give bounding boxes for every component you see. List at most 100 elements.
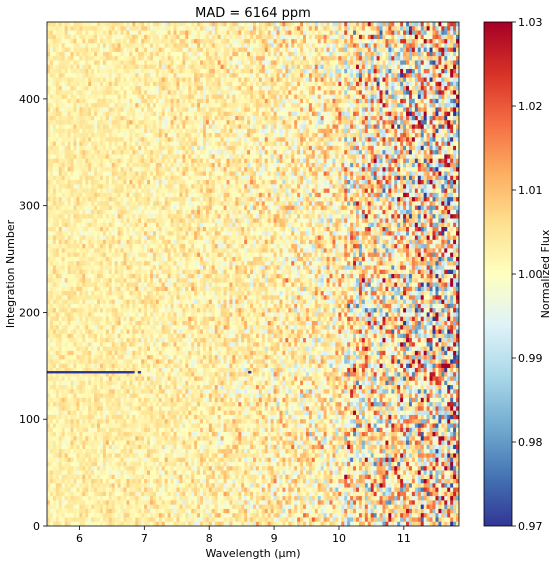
- heatmap-cell: [417, 107, 422, 113]
- heatmap-cell: [144, 22, 148, 27]
- heatmap-cell: [444, 120, 448, 125]
- heatmap-cell: [408, 154, 413, 160]
- heatmap-cell: [150, 154, 154, 160]
- heatmap-cell: [94, 120, 98, 125]
- heatmap-cell: [176, 39, 180, 44]
- heatmap-cell: [320, 158, 325, 164]
- heatmap-cell: [70, 56, 74, 61]
- heatmap-cell: [373, 133, 377, 138]
- heatmap-cell: [223, 98, 227, 104]
- heatmap-cell: [338, 39, 342, 44]
- heatmap-cell: [335, 107, 339, 113]
- heatmap-cell: [138, 39, 142, 44]
- heatmap-cell: [188, 128, 192, 134]
- heatmap-cell: [220, 51, 224, 57]
- heatmap-cell: [444, 90, 448, 96]
- heatmap-cell: [247, 86, 251, 91]
- heatmap-cell: [291, 34, 295, 40]
- heatmap-cell: [114, 115, 119, 121]
- heatmap-cell: [323, 107, 327, 113]
- heatmap-cell: [435, 39, 439, 44]
- heatmap-cell: [385, 154, 389, 160]
- heatmap-cell: [406, 51, 410, 57]
- heatmap-cell: [208, 43, 213, 49]
- heatmap-cell: [364, 26, 369, 31]
- heatmap-cell: [200, 162, 204, 168]
- heatmap-cell: [305, 167, 310, 172]
- heatmap-cell: [85, 30, 89, 36]
- heatmap-cell: [347, 56, 351, 61]
- heatmap-cell: [406, 39, 410, 44]
- heatmap-cell: [314, 51, 319, 57]
- heatmap-cell: [147, 77, 151, 83]
- heatmap-cell: [258, 154, 263, 160]
- heatmap-cell: [258, 103, 263, 108]
- heatmap-cell: [182, 81, 186, 87]
- heatmap-cell: [314, 34, 319, 40]
- heatmap-cell: [358, 94, 363, 100]
- heatmap-cell: [117, 68, 121, 74]
- heatmap-cell: [420, 98, 425, 104]
- heatmap-cell: [361, 90, 366, 96]
- heatmap-cell: [132, 162, 136, 168]
- heatmap-cell: [444, 81, 448, 87]
- heatmap-cell: [329, 98, 333, 104]
- heatmap-cell: [358, 98, 363, 104]
- heatmap-cell: [223, 94, 227, 100]
- heatmap-cell: [447, 47, 451, 53]
- heatmap-cell: [241, 124, 245, 130]
- heatmap-cell: [97, 51, 101, 57]
- heatmap-cell: [185, 51, 189, 57]
- heatmap-cell: [408, 22, 413, 27]
- heatmap-cell: [138, 171, 142, 177]
- heatmap-cell: [217, 43, 222, 49]
- heatmap-cell: [332, 43, 336, 49]
- heatmap-cell: [267, 43, 272, 49]
- heatmap-cell: [179, 64, 183, 70]
- heatmap-cell: [270, 68, 274, 74]
- heatmap-cell: [258, 77, 263, 83]
- heatmap-cell: [152, 22, 157, 27]
- heatmap-cell: [297, 154, 301, 160]
- heatmap-cell: [152, 26, 157, 31]
- heatmap-cell: [155, 22, 160, 27]
- heatmap-cell: [247, 26, 251, 31]
- heatmap-cell: [158, 51, 163, 57]
- heatmap-cell: [282, 34, 286, 40]
- heatmap-cell: [417, 47, 422, 53]
- heatmap-cell: [435, 128, 439, 134]
- heatmap-cell: [423, 98, 428, 104]
- heatmap-cell: [97, 34, 101, 40]
- heatmap-cell: [49, 167, 54, 172]
- heatmap-cell: [370, 115, 375, 121]
- heatmap-cell: [314, 43, 319, 49]
- heatmap-cell: [282, 68, 286, 74]
- heatmap-cell: [220, 68, 224, 74]
- heatmap-cell: [235, 81, 239, 87]
- heatmap-cell: [423, 26, 428, 31]
- heatmap-cell: [264, 111, 269, 117]
- heatmap-cell: [108, 86, 113, 91]
- heatmap-cell: [326, 141, 330, 147]
- heatmap-cell: [276, 60, 280, 66]
- heatmap-cell: [314, 68, 319, 74]
- heatmap-cell: [423, 103, 428, 108]
- heatmap-cell: [450, 107, 454, 113]
- heatmap-cell: [188, 81, 192, 87]
- heatmap-cell: [235, 158, 239, 164]
- heatmap-cell: [356, 86, 360, 91]
- heatmap-cell: [376, 154, 380, 160]
- heatmap-cell: [132, 30, 136, 36]
- heatmap-cell: [317, 26, 322, 31]
- heatmap-cell: [76, 111, 80, 117]
- heatmap-cell: [49, 22, 54, 27]
- heatmap-cell: [155, 124, 160, 130]
- heatmap-cell: [114, 162, 119, 168]
- heatmap-cell: [70, 26, 74, 31]
- heatmap-cell: [367, 47, 372, 53]
- heatmap-cell: [429, 124, 433, 130]
- heatmap-cell: [70, 167, 74, 172]
- heatmap-cell: [120, 115, 124, 121]
- heatmap-cell: [73, 150, 77, 155]
- heatmap-cell: [194, 51, 198, 57]
